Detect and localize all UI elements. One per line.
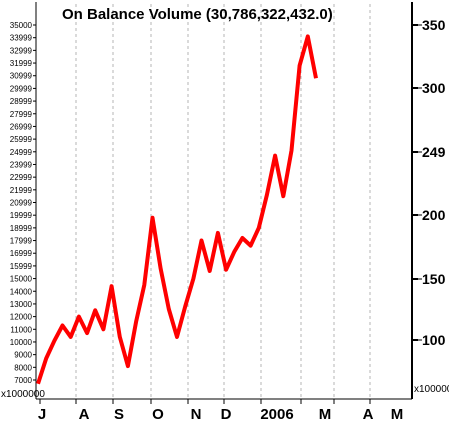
left-tick-label: 13000 bbox=[10, 300, 33, 309]
left-tick-label: 10000 bbox=[10, 338, 33, 347]
left-tick-label: 27999 bbox=[10, 110, 33, 119]
left-tick-label: 30999 bbox=[10, 72, 33, 81]
left-tick-label: 12000 bbox=[10, 313, 33, 322]
x-tick-label: O bbox=[152, 406, 164, 423]
left-tick-label: 31999 bbox=[10, 59, 33, 68]
right-tick-label: 100 bbox=[422, 332, 446, 348]
left-tick-label: 25999 bbox=[10, 135, 33, 144]
x-axis-ticks: J A S O N D 2006 M A M bbox=[38, 399, 403, 423]
right-tick-label: 300 bbox=[422, 80, 446, 96]
chart-title: On Balance Volume (30,786,322,432.0) bbox=[62, 6, 333, 23]
left-tick-label: 19999 bbox=[10, 211, 33, 220]
right-tick-label: 150 bbox=[422, 271, 446, 287]
x-tick-label: N bbox=[191, 406, 202, 423]
left-tick-label: 29999 bbox=[10, 84, 33, 93]
x-tick-label: A bbox=[79, 406, 90, 423]
right-unit-label: x1000000 bbox=[414, 384, 449, 395]
left-tick-label: 26999 bbox=[10, 122, 33, 131]
right-tick-label: 200 bbox=[422, 207, 446, 223]
left-tick-label: 9000 bbox=[14, 351, 32, 360]
left-tick-label: 20999 bbox=[10, 199, 33, 208]
x-tick-label: D bbox=[221, 406, 232, 423]
left-unit-label: x1000000 bbox=[1, 389, 45, 400]
right-tick-label: 350 bbox=[422, 17, 446, 33]
left-tick-label: 7000 bbox=[14, 376, 32, 385]
left-tick-label: 23999 bbox=[10, 160, 33, 169]
left-tick-label: 18999 bbox=[10, 224, 33, 233]
left-tick-label: 32999 bbox=[10, 46, 33, 55]
left-tick-label: 8000 bbox=[14, 363, 32, 372]
x-tick-label: M bbox=[391, 406, 404, 423]
left-tick-label: 16999 bbox=[10, 249, 33, 258]
left-tick-label: 17999 bbox=[10, 237, 33, 246]
left-tick-label: 24999 bbox=[10, 148, 33, 157]
left-tick-label: 35000 bbox=[10, 21, 33, 30]
left-axis-ticks: 7000 8000 9000 10000 11000 12000 13000 14000 150… bbox=[10, 21, 36, 385]
x-tick-label: M bbox=[319, 406, 332, 423]
right-tick-label: 249 bbox=[422, 144, 446, 160]
left-tick-label: 33999 bbox=[10, 34, 33, 43]
left-tick-label: 21999 bbox=[10, 186, 33, 195]
left-tick-label: 15999 bbox=[10, 262, 33, 271]
x-tick-label: J bbox=[38, 406, 46, 423]
obv-series-line bbox=[36, 34, 318, 385]
right-axis-ticks: 100 150 200 249 300 350 bbox=[412, 17, 446, 348]
left-tick-label: 15000 bbox=[10, 275, 33, 284]
x-tick-label: S bbox=[114, 406, 124, 423]
x-tick-label: A bbox=[363, 406, 374, 423]
x-tick-label: 2006 bbox=[260, 406, 293, 423]
left-tick-label: 14000 bbox=[10, 287, 33, 296]
series-layer bbox=[36, 34, 318, 385]
left-tick-label: 22999 bbox=[10, 173, 33, 182]
left-tick-label: 11000 bbox=[10, 325, 32, 334]
left-tick-label: 28999 bbox=[10, 97, 33, 106]
